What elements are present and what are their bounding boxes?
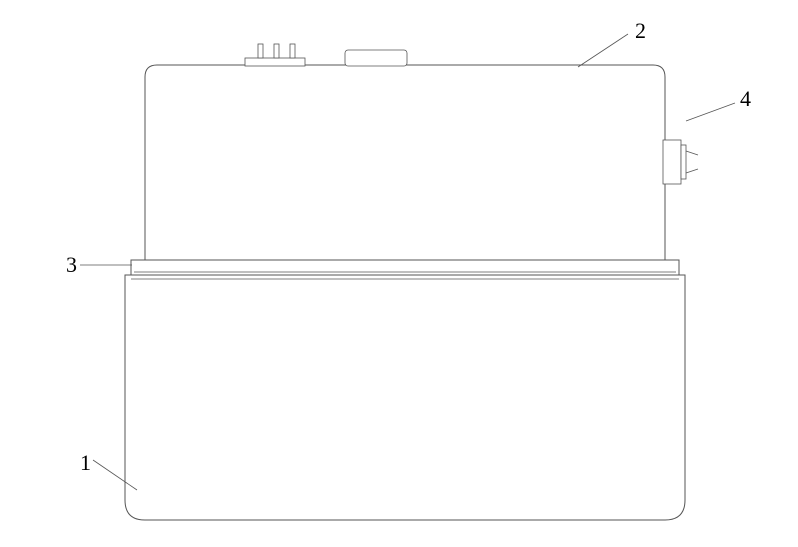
- side-connector-pin: [686, 169, 698, 173]
- upper-housing: [145, 65, 665, 260]
- callout-label-3: 3: [66, 252, 77, 277]
- callout-label-4: 4: [740, 86, 751, 111]
- side-connector-body: [663, 140, 681, 184]
- joint-strip: [131, 260, 679, 275]
- top-pin: [258, 44, 263, 58]
- side-connector-pin: [686, 151, 698, 155]
- top-block-port: [345, 50, 407, 66]
- top-pin: [290, 44, 295, 58]
- lower-housing: [125, 275, 685, 520]
- callout-label-2: 2: [635, 18, 646, 43]
- top-pin-base: [245, 58, 305, 66]
- top-pin: [274, 44, 279, 58]
- callout-line-2: [578, 34, 628, 67]
- side-connector-cap: [681, 145, 686, 179]
- callout-line-4: [686, 103, 735, 121]
- callout-label-1: 1: [80, 450, 91, 475]
